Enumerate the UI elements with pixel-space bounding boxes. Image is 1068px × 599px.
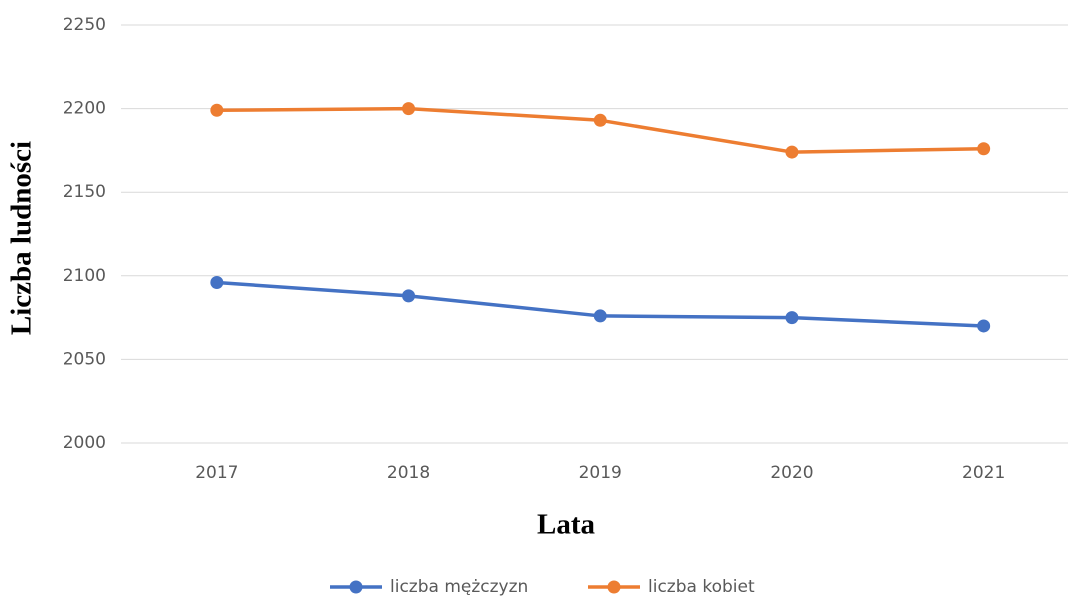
- y-tick-label: 2250: [63, 15, 106, 35]
- legend-label: liczba mężczyzn: [390, 577, 528, 597]
- x-tick-label: 2018: [387, 463, 430, 483]
- x-tick-label: 2017: [195, 463, 238, 483]
- legend-marker: [349, 580, 363, 594]
- y-tick-label: 2150: [63, 182, 106, 202]
- data-point: [593, 113, 607, 127]
- x-tick-label: 2020: [770, 463, 813, 483]
- x-tick-label: 2021: [962, 463, 1005, 483]
- data-point: [402, 102, 416, 116]
- y-tick-label: 2000: [63, 433, 106, 453]
- data-point: [977, 319, 991, 333]
- x-axis-title: Lata: [537, 509, 596, 541]
- y-tick-label: 2100: [63, 266, 106, 286]
- data-point: [402, 289, 416, 303]
- data-point: [210, 103, 224, 117]
- y-tick-label: 2050: [63, 349, 106, 369]
- legend-marker: [607, 580, 621, 594]
- data-point: [977, 142, 991, 156]
- data-point: [593, 309, 607, 323]
- data-point: [785, 145, 799, 159]
- data-point: [785, 311, 799, 325]
- y-axis-title: Liczba ludności: [6, 141, 38, 335]
- y-tick-label: 2200: [63, 99, 106, 119]
- x-tick-label: 2019: [579, 463, 622, 483]
- legend-label: liczba kobiet: [648, 577, 755, 597]
- data-point: [210, 275, 224, 289]
